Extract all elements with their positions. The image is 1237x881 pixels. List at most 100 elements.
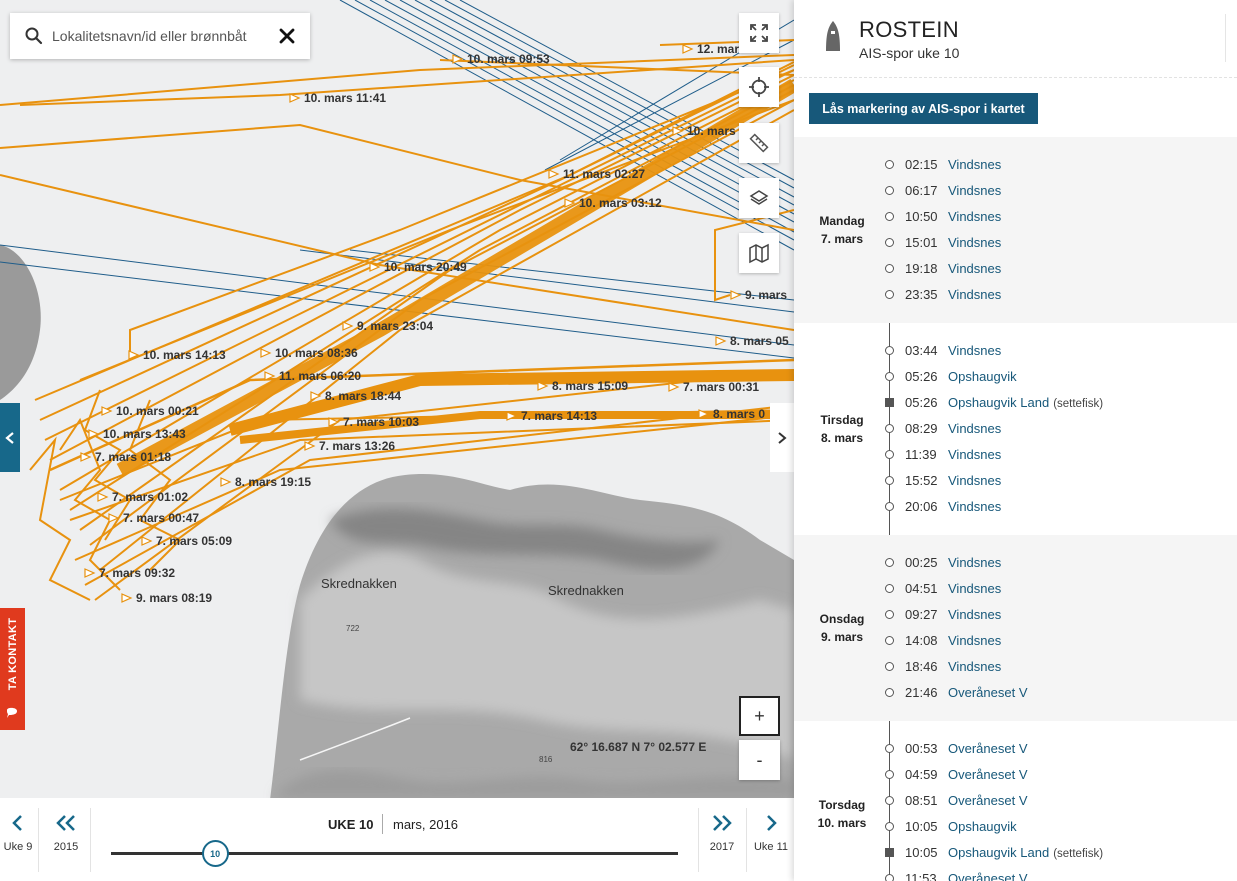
event-location-link[interactable]: Vindsnes: [948, 235, 1001, 250]
location-name[interactable]: Vindsnes: [948, 287, 1002, 302]
track-direction-marker: [80, 452, 92, 462]
location-name[interactable]: Vindsnes: [948, 421, 1002, 436]
map-legend-button[interactable]: [739, 233, 779, 273]
facility-marker-icon: [885, 848, 894, 857]
event-location-link[interactable]: Vindsnes: [948, 157, 1001, 172]
zoom-in-button[interactable]: +: [739, 696, 780, 736]
location-name[interactable]: Vindsnes: [948, 261, 1002, 276]
event-location-link[interactable]: Opshaugvik Land (settefisk): [948, 395, 1103, 410]
location-name[interactable]: Vindsnes: [948, 555, 1002, 570]
location-marker-icon: [885, 636, 894, 645]
event-time: 15:52: [905, 473, 938, 488]
location-name[interactable]: Vindsnes: [948, 499, 1002, 514]
fullscreen-button[interactable]: [739, 13, 779, 53]
location-name[interactable]: Overåneset V: [948, 871, 1028, 881]
event-location-link[interactable]: Vindsnes: [948, 473, 1001, 488]
contact-tab[interactable]: TA KONTAKT: [0, 608, 25, 730]
location-name[interactable]: Opshaugvik Land: [948, 395, 1050, 410]
location-name[interactable]: Vindsnes: [948, 157, 1002, 172]
search-input[interactable]: [52, 28, 276, 44]
event-location-link[interactable]: Overåneset V: [948, 793, 1028, 808]
weekday-name: Torsdag: [818, 798, 866, 812]
week-slider-handle[interactable]: 10: [201, 840, 229, 867]
location-marker-icon: [885, 770, 894, 779]
event-location-link[interactable]: Vindsnes: [948, 555, 1001, 570]
location-name[interactable]: Vindsnes: [948, 209, 1002, 224]
event-location-link[interactable]: Overåneset V: [948, 741, 1028, 756]
close-icon[interactable]: [276, 25, 298, 47]
measure-button[interactable]: [739, 123, 779, 163]
left-panel-toggle[interactable]: [0, 403, 20, 472]
location-name[interactable]: Overåneset V: [948, 685, 1028, 700]
event-location-link[interactable]: Opshaugvik: [948, 819, 1017, 834]
event-location-link[interactable]: Vindsnes: [948, 261, 1001, 276]
track-timestamp-label: 10. mars 08:36: [275, 346, 358, 360]
location-name[interactable]: Vindsnes: [948, 343, 1002, 358]
location-marker-icon: [885, 744, 894, 753]
location-name[interactable]: Opshaugvik Land: [948, 845, 1050, 860]
event-location-link[interactable]: Opshaugvik: [948, 369, 1017, 384]
event-time: 02:15: [905, 157, 938, 172]
prev-week-button[interactable]: Uke 9: [3, 808, 33, 872]
track-direction-marker: [328, 417, 340, 427]
location-name[interactable]: Vindsnes: [948, 447, 1002, 462]
event-location-link[interactable]: Vindsnes: [948, 447, 1001, 462]
location-name[interactable]: Opshaugvik: [948, 369, 1017, 384]
terrain-shade-2: [330, 508, 720, 569]
location-name[interactable]: Vindsnes: [948, 581, 1002, 596]
track-direction-marker: [84, 568, 96, 578]
event-location-link[interactable]: Overåneset V: [948, 685, 1028, 700]
track-direction-marker: [672, 126, 684, 136]
location-name[interactable]: Overåneset V: [948, 793, 1028, 808]
next-week-button[interactable]: Uke 11: [752, 808, 790, 872]
location-name[interactable]: Overåneset V: [948, 767, 1028, 782]
week-slider-track[interactable]: [111, 852, 678, 855]
event-location-link[interactable]: Overåneset V: [948, 767, 1028, 782]
event-location-link[interactable]: Vindsnes: [948, 343, 1001, 358]
track-direction-marker: [698, 409, 710, 419]
event-location-link[interactable]: Vindsnes: [948, 659, 1001, 674]
prev-year-button[interactable]: 2015: [50, 808, 82, 872]
event-location-link[interactable]: Opshaugvik Land (settefisk): [948, 845, 1103, 860]
location-name[interactable]: Vindsnes: [948, 235, 1002, 250]
search-icon: [25, 27, 43, 45]
lock-ais-track-button[interactable]: Lås markering av AIS-spor i kartet: [809, 93, 1038, 124]
event-location-link[interactable]: Vindsnes: [948, 209, 1001, 224]
event-location-link[interactable]: Vindsnes: [948, 633, 1001, 648]
track-timestamp-label: 7. mars 14:13: [521, 409, 597, 423]
location-name[interactable]: Vindsnes: [948, 607, 1002, 622]
event-location-link[interactable]: Vindsnes: [948, 183, 1001, 198]
ais-event-row: 14:08 Vindsnes: [794, 628, 1237, 654]
day-label: Mandag 7. mars: [794, 212, 890, 248]
location-name[interactable]: Vindsnes: [948, 473, 1002, 488]
event-location-link[interactable]: Overåneset V: [948, 871, 1028, 881]
location-name[interactable]: Opshaugvik: [948, 819, 1017, 834]
chevron-left-icon: [12, 815, 22, 831]
event-location-link[interactable]: Vindsnes: [948, 581, 1001, 596]
fullscreen-icon: [750, 24, 768, 42]
location-name[interactable]: Vindsnes: [948, 633, 1002, 648]
layers-button[interactable]: [739, 178, 779, 218]
location-name[interactable]: Vindsnes: [948, 659, 1002, 674]
right-panel-toggle[interactable]: [770, 403, 794, 472]
location-name[interactable]: Vindsnes: [948, 183, 1002, 198]
event-time: 00:53: [905, 741, 938, 756]
event-location-link[interactable]: Vindsnes: [948, 499, 1001, 514]
event-time: 08:29: [905, 421, 938, 436]
location-marker-icon: [885, 186, 894, 195]
location-name[interactable]: Overåneset V: [948, 741, 1028, 756]
ruler-icon: [749, 133, 769, 153]
track-timestamp-label: 10. mars 20:49: [384, 260, 467, 274]
day-label: Onsdag 9. mars: [794, 610, 890, 646]
search-box[interactable]: [10, 13, 310, 59]
zoom-out-button[interactable]: -: [739, 740, 780, 780]
event-location-link[interactable]: Vindsnes: [948, 421, 1001, 436]
event-location-link[interactable]: Vindsnes: [948, 287, 1001, 302]
next-year-button[interactable]: 2017: [706, 808, 738, 872]
event-time: 00:25: [905, 555, 938, 570]
event-time: 05:26: [905, 395, 938, 410]
event-location-link[interactable]: Vindsnes: [948, 607, 1001, 622]
locate-button[interactable]: [739, 67, 779, 107]
